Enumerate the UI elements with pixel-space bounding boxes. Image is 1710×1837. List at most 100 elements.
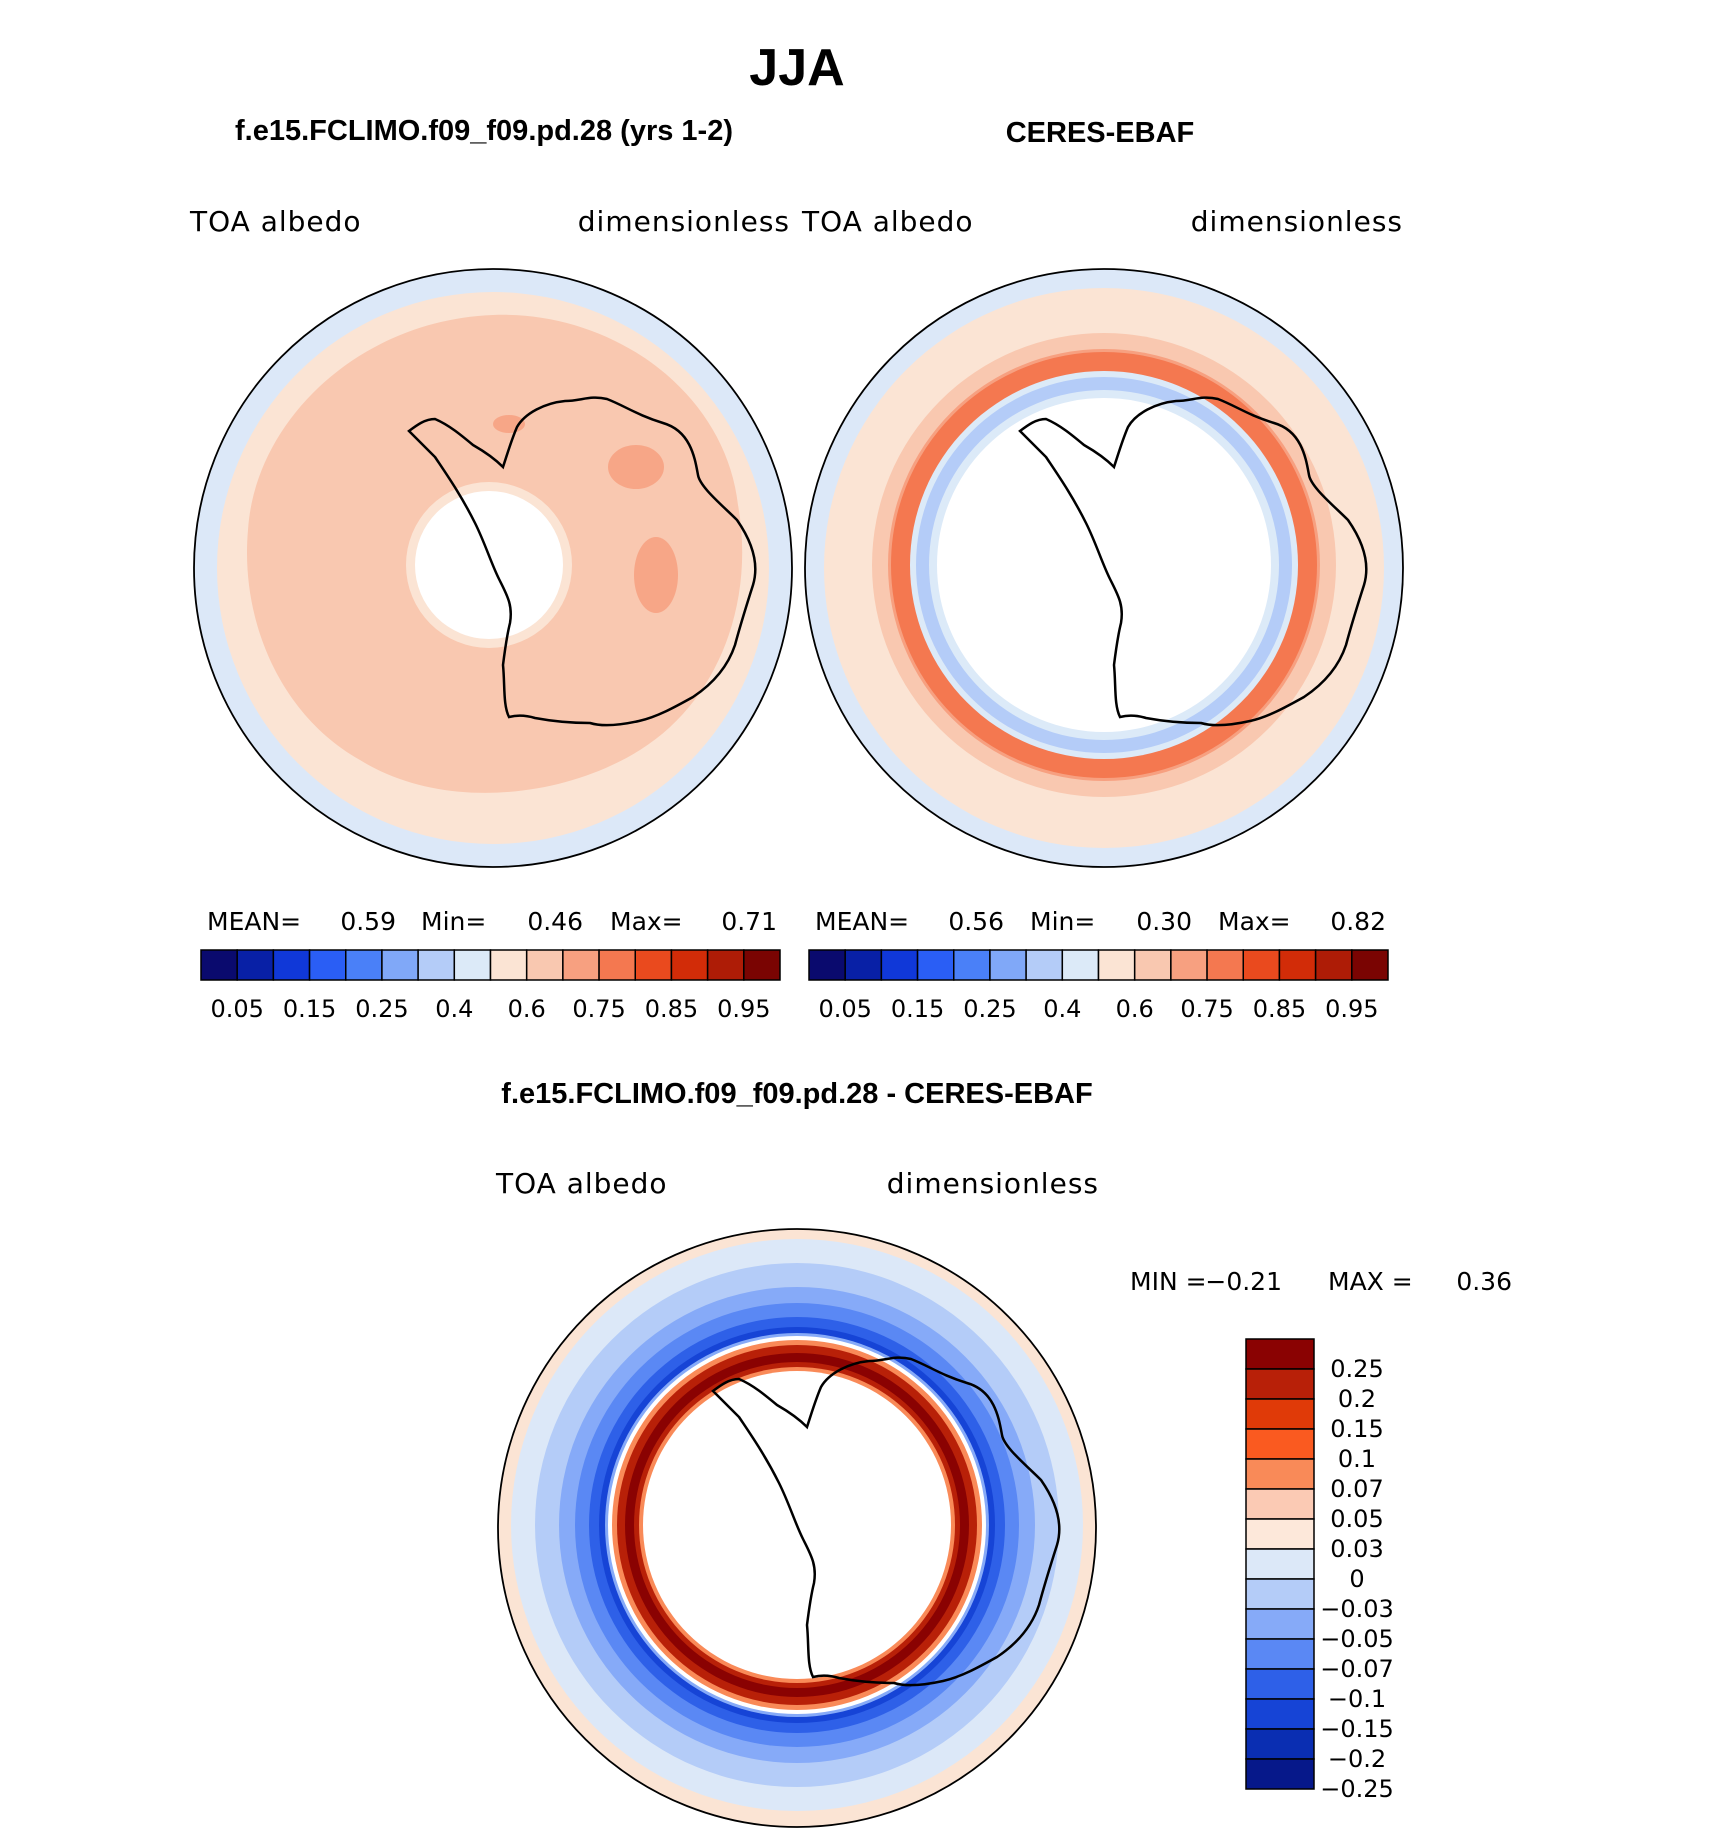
colorbar-box [562,949,600,981]
colorbar-box [1245,1668,1315,1700]
colorbar-box [417,949,456,981]
colorbar-box [916,949,955,981]
colorbar-tick-label: 0.85 [1253,995,1306,1023]
colorbar-tick-label: 0.05 [818,995,871,1023]
colorbar-tick-label: −0.07 [1320,1655,1394,1683]
colorbar-box [1245,1728,1315,1760]
colorbar-tick-label: −0.1 [1328,1685,1386,1713]
colorbar-tick-label: 0.1 [1338,1445,1376,1473]
stat-max-value: 0.71 [721,907,777,936]
colorbar-box [1245,1758,1315,1790]
panel-model-units-label: dimensionless [578,205,790,238]
colorbar-tick-label: 0.05 [210,995,263,1023]
colorbar-box [453,949,492,981]
panel-obs: CERES-EBAF TOA albedo dimensionless MEAN… [801,117,1404,1023]
stat-max-label: Max= [610,907,683,936]
colorbar-tick-label: 0.15 [891,995,944,1023]
colorbar-box [1245,1548,1315,1580]
colorbar-obs: 0.05 0.15 0.25 0.4 0.6 0.75 0.85 0.95 [808,949,1389,1023]
colorbar-box [989,949,1027,981]
colorbar-box [1061,949,1100,981]
stat-min-value: −0.21 [1205,1267,1282,1296]
stat-mean-value: 0.56 [948,907,1004,936]
colorbar-box [670,949,709,981]
colorbar-tick-label: −0.2 [1328,1745,1386,1773]
colorbar-tick-label: 0.05 [1330,1505,1383,1533]
panel-model-map-border [193,268,793,868]
colorbar-box [634,949,673,981]
stat-mean-label: MEAN= [207,907,301,936]
stat-min-label: Min= [1030,907,1095,936]
panel-diff-variable-label: TOA albedo [495,1167,668,1200]
colorbar-tick-label: 0.03 [1330,1535,1383,1563]
colorbar-tick-label: 0.4 [435,995,473,1023]
colorbar-box [1245,1698,1315,1730]
colorbar-box [272,949,311,981]
panel-model: f.e15.FCLIMO.f09_f09.pd.28 (yrs 1-2) TOA… [189,115,793,1023]
colorbar-tick-label: 0.6 [508,995,546,1023]
colorbar-tick-label: −0.25 [1320,1775,1394,1803]
colorbar-box [381,949,419,981]
panel-diff-units-label: dimensionless [887,1167,1099,1200]
colorbar-box [598,949,636,981]
colorbar-tick-label: −0.03 [1320,1595,1394,1623]
colorbar-model: 0.05 0.15 0.25 0.4 0.6 0.75 0.85 0.95 [200,949,781,1023]
colorbar-tick-label: 0.95 [717,995,770,1023]
panel-obs-heading: CERES-EBAF [1006,117,1195,149]
colorbar-box [308,949,347,981]
panel-diff-stats: MIN = −0.21 MAX = 0.36 [1130,1267,1512,1296]
colorbar-box [844,949,883,981]
panel-diff-map-border [497,1228,1097,1828]
colorbar-box [1245,1578,1315,1610]
colorbar-tick-label: −0.15 [1320,1715,1394,1743]
panel-diff-heading: f.e15.FCLIMO.f09_f09.pd.28 - CERES-EBAF [501,1078,1092,1110]
stat-max-label: MAX = [1328,1267,1413,1296]
colorbar-box [1170,949,1208,981]
colorbar-box [345,949,383,981]
stat-min-label: MIN = [1130,1267,1207,1296]
panel-model-variable-label: TOA albedo [189,205,362,238]
colorbar-box [1133,949,1172,981]
colorbar-box [1245,1458,1315,1490]
stat-max-label: Max= [1218,907,1291,936]
colorbar-tick-label: 0 [1349,1565,1364,1593]
colorbar-box [706,949,745,981]
stat-mean-value: 0.59 [340,907,396,936]
panel-obs-map-border [804,268,1404,868]
stat-max-value: 0.82 [1330,907,1386,936]
colorbar-box [1097,949,1136,981]
colorbar-box [1314,949,1353,981]
stat-max-value: 0.36 [1456,1267,1512,1296]
colorbar-box [1245,1338,1315,1370]
panel-obs-stats: MEAN= 0.56 Min= 0.30 Max= 0.82 [815,907,1386,936]
colorbar-box [1245,1638,1315,1670]
colorbar-box [743,949,781,981]
colorbar-tick-label: 0.25 [963,995,1016,1023]
colorbar-tick-label: 0.15 [1330,1415,1383,1443]
colorbar-box [953,949,991,981]
colorbar-tick-label: 0.6 [1116,995,1154,1023]
colorbar-box [1245,1398,1315,1430]
colorbar-box [1245,1518,1315,1550]
colorbar-tick-label: 0.25 [355,995,408,1023]
panel-diff: f.e15.FCLIMO.f09_f09.pd.28 - CERES-EBAF … [495,1078,1512,1828]
colorbar-box [489,949,528,981]
colorbar-tick-label: 0.75 [1180,995,1233,1023]
stat-min-value: 0.30 [1136,907,1192,936]
colorbar-box [1245,1428,1315,1460]
colorbar-tick-label: 0.07 [1330,1475,1383,1503]
colorbar-box [808,949,846,981]
colorbar-box [1206,949,1244,981]
colorbar-box [1351,949,1389,981]
colorbar-tick-label: 0.2 [1338,1385,1376,1413]
colorbar-tick-label: 0.95 [1325,995,1378,1023]
colorbar-box [525,949,564,981]
colorbar-box [1245,1608,1315,1640]
colorbar-box [236,949,275,981]
stat-min-value: 0.46 [527,907,583,936]
colorbar-difference: 0.250.20.150.10.070.050.030−0.03−0.05−0.… [1245,1338,1394,1803]
colorbar-box [1245,1488,1315,1520]
colorbar-box [1025,949,1064,981]
stat-mean-label: MEAN= [815,907,909,936]
